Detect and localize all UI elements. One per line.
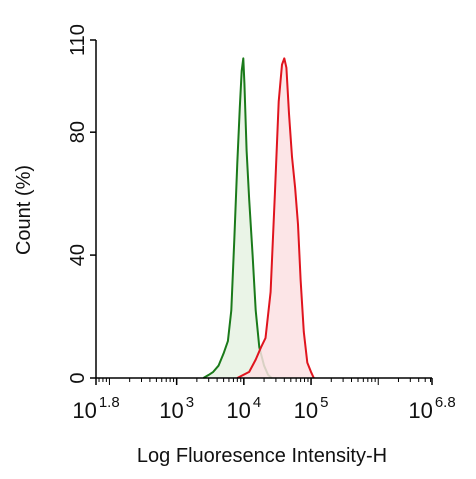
series-2-area <box>237 58 314 379</box>
series-2-line <box>236 57 315 379</box>
x-axis-label: Log Fluoresence Intensity-H <box>137 445 387 467</box>
x-tick-label: 10 5 <box>294 394 329 423</box>
y-tick-label: 80 <box>67 121 89 143</box>
x-tick-label: 10 1.8 <box>72 394 119 423</box>
y-tick-label: 40 <box>67 244 89 266</box>
y-axis-label: Count (%) <box>13 165 35 255</box>
series-1-area <box>203 58 272 379</box>
x-tick-label: 10 6.8 <box>408 394 455 423</box>
x-tick-label: 10 4 <box>226 394 261 423</box>
y-tick-label: 110 <box>67 24 89 56</box>
y-tick-label: 0 <box>67 372 89 383</box>
x-tick-label: 10 3 <box>159 394 194 423</box>
series-1-line <box>202 57 273 379</box>
